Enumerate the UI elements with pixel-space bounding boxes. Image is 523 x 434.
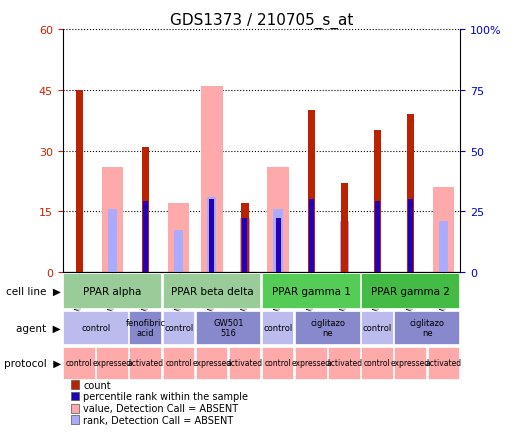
Text: PPAR alpha: PPAR alpha [83,286,142,296]
Text: expressed: expressed [93,358,132,368]
Bar [295,311,360,345]
Bar [76,91,83,272]
Bar [240,219,249,272]
Bar [439,221,448,272]
Bar [63,273,161,308]
Bar [108,209,117,272]
Text: value, Detection Call = ABSENT: value, Detection Call = ABSENT [84,403,238,413]
Text: control: control [165,358,192,368]
Bar [427,347,459,378]
Bar [101,168,123,272]
Bar [196,347,227,378]
Text: rank, Detection Call = ABSENT: rank, Detection Call = ABSENT [84,414,234,424]
Text: expressed: expressed [391,358,430,368]
Bar [276,219,280,272]
Text: expressed: expressed [292,358,331,368]
Bar [174,231,184,272]
Bar [262,347,293,378]
Text: control: control [363,323,392,332]
Bar [71,404,79,413]
Text: activated: activated [426,358,462,368]
Bar [243,219,247,272]
Bar [129,347,161,378]
Text: ciglitazo
ne: ciglitazo ne [310,319,345,337]
Text: GW501
516: GW501 516 [213,319,244,337]
Bar [339,221,349,272]
Bar [433,187,454,272]
Text: activated: activated [227,358,263,368]
Bar [361,273,459,308]
Text: control: control [164,323,194,332]
Bar [207,197,217,272]
Bar [168,204,189,272]
Bar [71,381,79,389]
Text: control: control [81,323,110,332]
Bar [63,347,95,378]
Bar [361,311,393,345]
Bar [262,311,293,345]
Bar [361,347,393,378]
Title: GDS1373 / 210705_s_at: GDS1373 / 210705_s_at [170,13,353,29]
Bar [374,131,381,272]
Bar [241,204,248,272]
Bar [267,168,289,272]
Text: fenofibric
acid: fenofibric acid [126,319,166,337]
Text: control: control [264,323,293,332]
Bar [163,311,194,345]
Text: percentile rank within the sample: percentile rank within the sample [84,391,248,401]
Bar [201,87,223,272]
Text: ciglitazo
ne: ciglitazo ne [410,319,445,337]
Bar [71,415,79,424]
Text: expressed: expressed [192,358,231,368]
Bar [394,347,426,378]
Bar [274,209,283,272]
Bar [408,200,413,272]
Bar [309,200,314,272]
Text: protocol  ▶: protocol ▶ [4,358,61,368]
Text: control: control [364,358,391,368]
Text: activated: activated [128,358,164,368]
Text: control: control [66,358,93,368]
Bar [328,347,360,378]
Bar [407,115,414,272]
Bar [308,111,315,272]
Bar [229,347,260,378]
Bar [196,311,260,345]
Bar [163,347,194,378]
Text: control: control [265,358,291,368]
Bar [63,311,128,345]
Bar [394,311,459,345]
Text: agent  ▶: agent ▶ [16,323,61,333]
Text: cell line  ▶: cell line ▶ [6,286,61,296]
Text: count: count [84,380,111,390]
Bar [163,273,260,308]
Bar [295,347,326,378]
Text: activated: activated [326,358,362,368]
Text: PPAR beta delta: PPAR beta delta [170,286,253,296]
Text: PPAR gamma 2: PPAR gamma 2 [371,286,450,296]
Text: PPAR gamma 1: PPAR gamma 1 [272,286,350,296]
Bar [340,184,348,272]
Bar [209,200,214,272]
Bar [71,392,79,401]
Bar [96,347,128,378]
Bar [262,273,360,308]
Bar [143,202,148,272]
Bar [142,147,149,272]
Bar [129,311,161,345]
Bar [375,202,380,272]
